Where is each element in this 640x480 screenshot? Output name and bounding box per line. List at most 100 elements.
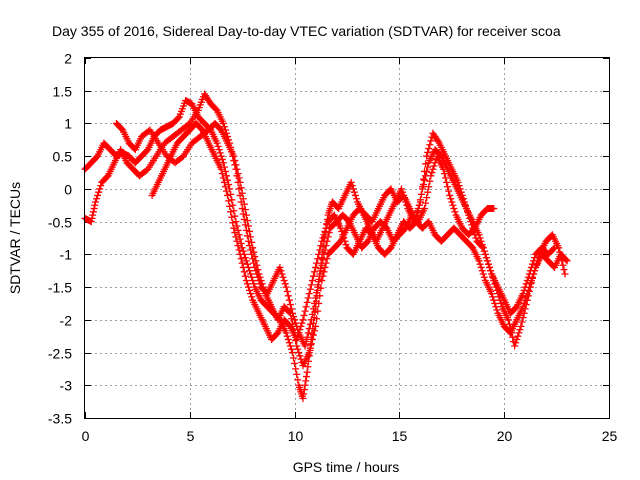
data-point	[319, 234, 327, 242]
data-point	[229, 219, 237, 227]
data-point	[478, 267, 486, 275]
data-point	[287, 315, 295, 323]
data-point	[417, 190, 425, 198]
data-point	[316, 292, 324, 300]
data-point	[297, 322, 305, 330]
data-point	[289, 349, 297, 357]
data-point	[238, 205, 246, 213]
data-point	[249, 277, 257, 285]
data-point	[319, 272, 327, 280]
data-point	[238, 189, 246, 197]
data-point	[296, 326, 304, 334]
data-point	[94, 191, 102, 199]
data-point	[215, 146, 223, 154]
data-point	[315, 299, 323, 307]
data-point	[244, 237, 252, 245]
data-point	[311, 327, 319, 335]
data-point	[235, 246, 243, 254]
data-point	[220, 178, 228, 186]
data-point	[412, 218, 420, 226]
data-point	[323, 255, 331, 263]
data-point	[519, 290, 527, 298]
data-point	[232, 218, 240, 226]
data-point	[285, 296, 293, 304]
x-tick-label: 0	[82, 428, 90, 444]
data-point	[305, 349, 313, 357]
data-point	[236, 250, 244, 258]
data-point	[247, 270, 255, 278]
data-point	[483, 257, 491, 265]
data-point	[299, 316, 307, 324]
data-point	[348, 182, 356, 190]
data-point	[174, 114, 182, 122]
data-point	[248, 238, 256, 246]
data-point	[511, 342, 519, 350]
data-point	[257, 277, 265, 285]
data-point	[248, 273, 256, 281]
data-point	[280, 277, 288, 285]
data-point	[292, 319, 300, 327]
data-point	[341, 237, 349, 245]
data-point	[339, 231, 347, 239]
data-point	[282, 283, 290, 291]
data-point	[480, 273, 488, 281]
data-point	[320, 231, 328, 239]
data-point	[232, 161, 240, 169]
data-point	[295, 349, 303, 357]
data-point	[306, 344, 314, 352]
data-point	[445, 187, 453, 195]
data-point	[292, 365, 300, 373]
data-point	[522, 293, 530, 301]
data-point	[313, 259, 321, 267]
data-point	[228, 213, 236, 221]
data-point	[294, 376, 302, 384]
data-point	[340, 234, 348, 242]
data-point	[337, 224, 345, 232]
data-point	[397, 185, 405, 193]
data-point	[285, 308, 293, 316]
data-point	[313, 289, 321, 297]
data-points	[81, 90, 571, 402]
data-point	[531, 254, 539, 262]
data-point	[252, 257, 260, 265]
data-point	[301, 307, 309, 315]
data-point	[285, 339, 293, 347]
data-point	[239, 263, 247, 271]
data-point	[315, 250, 323, 258]
data-point	[246, 227, 254, 235]
data-point	[322, 259, 330, 267]
data-point	[293, 335, 301, 343]
data-point	[233, 165, 241, 173]
data-point	[242, 257, 250, 265]
y-tick-label: -1.5	[48, 280, 72, 296]
data-point	[415, 201, 423, 209]
x-tick-label: 25	[602, 428, 618, 444]
data-point	[317, 267, 325, 275]
data-point	[317, 242, 325, 250]
data-point	[493, 306, 501, 314]
data-point	[422, 172, 430, 180]
data-point	[250, 248, 258, 256]
data-point	[411, 219, 419, 227]
data-point	[90, 205, 98, 213]
data-point	[479, 270, 487, 278]
data-point	[444, 183, 452, 191]
data-point	[227, 190, 235, 198]
data-point	[242, 226, 250, 234]
data-point	[309, 331, 317, 339]
data-point	[276, 263, 284, 271]
data-point	[93, 195, 101, 203]
data-point	[307, 316, 315, 324]
data-point	[530, 257, 538, 265]
data-point	[491, 299, 499, 307]
data-point	[286, 342, 294, 350]
data-point	[230, 224, 238, 232]
data-point	[524, 273, 532, 281]
data-point	[487, 267, 495, 275]
data-point	[482, 254, 490, 262]
data-point	[302, 303, 310, 311]
data-point	[300, 390, 308, 398]
data-point	[527, 263, 535, 271]
data-point	[416, 196, 424, 204]
data-point	[246, 286, 254, 294]
